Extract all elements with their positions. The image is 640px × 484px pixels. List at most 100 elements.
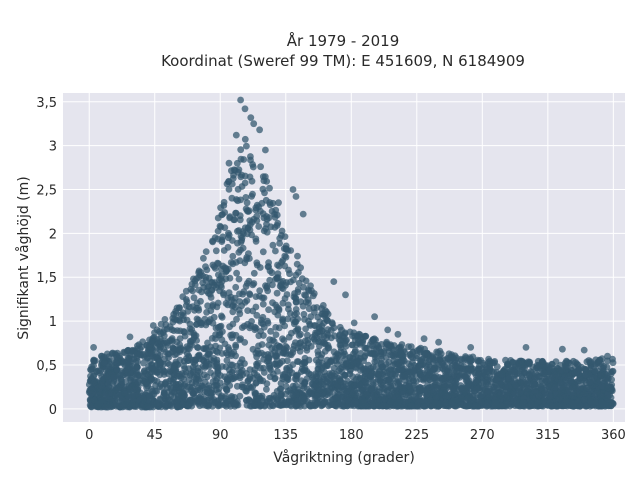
data-point — [147, 373, 155, 381]
data-point — [279, 315, 287, 323]
data-point — [142, 375, 149, 383]
data-point — [271, 308, 279, 316]
data-point — [128, 400, 136, 408]
data-point — [299, 302, 307, 310]
data-point — [288, 369, 296, 377]
data-point — [568, 399, 576, 407]
data-point — [236, 216, 244, 224]
data-point — [416, 371, 424, 378]
data-point — [237, 146, 245, 154]
data-point — [608, 376, 615, 383]
data-point — [283, 400, 291, 408]
data-point — [229, 252, 237, 260]
data-point — [278, 227, 286, 235]
data-point — [215, 331, 223, 339]
data-point — [289, 349, 297, 356]
data-point — [555, 389, 563, 397]
data-point — [259, 397, 267, 405]
data-point — [492, 375, 500, 383]
data-point — [283, 357, 291, 365]
data-point — [371, 351, 379, 358]
x-tick-label: 0 — [85, 428, 93, 443]
data-point — [356, 381, 364, 389]
data-point — [157, 338, 165, 345]
data-point — [317, 398, 325, 406]
x-tick-label: 135 — [273, 428, 298, 443]
data-point — [576, 402, 584, 410]
data-point — [226, 274, 234, 282]
data-point — [405, 360, 412, 368]
data-point — [209, 238, 217, 246]
data-point — [218, 312, 225, 320]
data-point — [176, 304, 183, 312]
data-point — [179, 293, 187, 301]
data-point — [344, 377, 351, 385]
data-point — [357, 367, 364, 374]
data-point — [208, 286, 216, 294]
data-point — [429, 366, 436, 374]
data-point — [475, 384, 483, 392]
data-point — [172, 309, 180, 317]
data-point — [517, 379, 524, 386]
data-point — [145, 403, 153, 411]
data-point — [237, 246, 244, 254]
data-point — [473, 402, 481, 410]
data-point — [419, 355, 426, 363]
data-point — [297, 330, 304, 338]
data-point — [383, 338, 390, 346]
data-point — [265, 263, 272, 270]
data-point — [593, 388, 601, 395]
data-point — [499, 371, 506, 378]
data-point — [493, 384, 501, 391]
data-point — [106, 401, 114, 409]
data-point — [468, 397, 475, 404]
data-point — [567, 378, 575, 385]
data-point — [272, 331, 280, 338]
data-point — [168, 402, 175, 410]
data-point — [349, 373, 356, 380]
data-point — [257, 163, 264, 171]
data-point — [268, 269, 276, 277]
data-point — [598, 398, 605, 406]
data-point — [289, 186, 297, 193]
data-point — [202, 248, 210, 256]
data-point — [301, 379, 309, 387]
data-point — [236, 374, 244, 382]
data-point — [299, 210, 307, 218]
data-point — [180, 328, 188, 335]
data-point — [237, 359, 244, 367]
data-point — [302, 325, 309, 333]
data-point — [269, 281, 276, 289]
data-point — [467, 344, 475, 351]
data-point — [301, 402, 308, 410]
data-point — [162, 321, 170, 329]
data-point — [267, 223, 275, 231]
data-point — [409, 348, 417, 356]
data-point — [276, 234, 284, 242]
data-point — [225, 289, 233, 297]
data-point — [450, 354, 457, 362]
data-point — [223, 386, 231, 394]
data-point — [179, 309, 187, 317]
data-point — [166, 396, 173, 404]
data-point — [226, 214, 234, 222]
data-point — [337, 365, 344, 373]
data-point — [259, 313, 267, 321]
data-point — [562, 397, 570, 405]
data-point — [252, 389, 260, 397]
data-point — [364, 383, 371, 391]
data-point — [129, 346, 136, 354]
data-point — [225, 159, 233, 167]
data-point — [373, 341, 380, 349]
data-point — [222, 300, 230, 307]
data-point — [185, 376, 193, 384]
data-point — [193, 315, 201, 323]
data-point — [192, 356, 200, 363]
data-point — [91, 357, 99, 365]
data-point — [351, 348, 359, 356]
data-point — [246, 173, 254, 181]
data-point — [480, 378, 488, 386]
data-point — [537, 384, 545, 392]
data-point — [277, 281, 285, 289]
